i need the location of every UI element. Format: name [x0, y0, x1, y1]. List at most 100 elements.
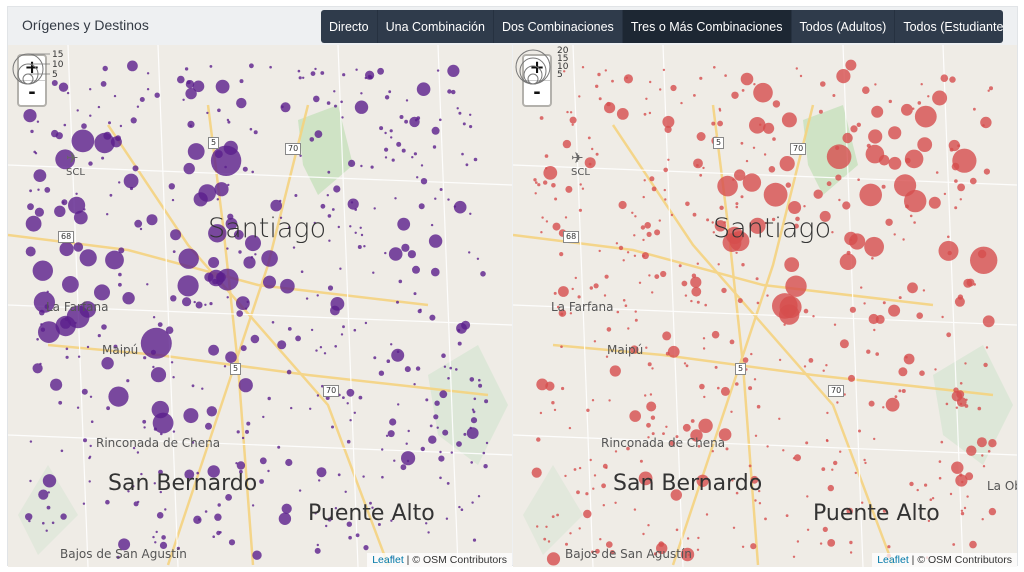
data-circle	[447, 198, 450, 201]
zoom-in-button[interactable]: +	[524, 56, 550, 81]
destinations-map[interactable]: ✈ SCL 5 70 68 5 70 Santiago La Farfana M…	[513, 45, 1017, 567]
leaflet-link[interactable]: Leaflet	[877, 554, 909, 566]
data-circle	[836, 401, 839, 404]
data-circle	[820, 81, 826, 87]
data-circle	[390, 343, 393, 346]
data-circle	[556, 305, 560, 309]
data-circle	[456, 107, 459, 110]
data-circle	[888, 304, 901, 317]
data-circle	[396, 300, 399, 304]
data-circle	[839, 253, 857, 270]
data-circle	[750, 543, 757, 550]
data-circle	[682, 423, 691, 432]
data-circle	[598, 97, 602, 101]
data-circle	[427, 531, 430, 534]
tab-todos-adultos[interactable]: Todos (Adultos)	[792, 10, 896, 43]
data-circle	[768, 166, 776, 173]
tab-una-combinacion[interactable]: Una Combinación	[378, 10, 494, 43]
zoom-out-button[interactable]: -	[533, 82, 541, 103]
data-circle	[331, 208, 335, 211]
data-circle	[103, 131, 112, 140]
data-circle	[384, 147, 389, 152]
data-circle	[964, 404, 969, 408]
data-circle	[822, 369, 825, 372]
data-circle	[850, 125, 858, 133]
data-circle	[130, 117, 137, 124]
data-circle	[646, 231, 652, 237]
data-circle	[425, 398, 429, 402]
data-circle	[453, 200, 467, 214]
data-circle	[122, 292, 135, 305]
data-circle	[65, 347, 69, 351]
leaflet-link[interactable]: Leaflet	[372, 554, 404, 566]
data-circle	[625, 76, 628, 79]
tab-directo[interactable]: Directo	[321, 10, 378, 43]
data-circle	[447, 89, 452, 94]
data-circle	[47, 491, 50, 494]
data-circle	[483, 464, 488, 469]
data-circle	[45, 529, 48, 532]
data-circle	[139, 97, 145, 102]
data-circle	[917, 101, 922, 105]
data-circle	[50, 378, 63, 391]
data-circle	[309, 137, 315, 142]
data-circle	[941, 315, 944, 319]
data-circle	[844, 231, 858, 246]
data-circle	[868, 129, 883, 144]
data-circle	[198, 518, 201, 521]
zoom-out-button[interactable]: -	[28, 82, 36, 103]
data-circle	[836, 69, 851, 84]
data-circle	[711, 330, 720, 339]
place-san-bernardo: San Bernardo	[613, 471, 763, 496]
data-circle	[556, 513, 559, 517]
data-circle	[227, 183, 230, 187]
data-circle	[388, 247, 403, 261]
data-circle	[113, 344, 118, 349]
data-circle	[849, 551, 853, 554]
data-circle	[456, 441, 462, 447]
data-circle	[898, 389, 902, 393]
data-circle	[38, 489, 49, 500]
data-circle	[845, 59, 857, 71]
data-circle	[920, 83, 923, 86]
data-circle	[348, 159, 356, 167]
data-circle	[208, 257, 220, 268]
data-circle	[951, 461, 964, 474]
data-circle	[565, 185, 573, 193]
tab-dos-combinaciones[interactable]: Dos Combinaciones	[494, 10, 623, 43]
data-circle	[416, 176, 419, 179]
data-circle	[136, 105, 140, 108]
data-circle	[297, 69, 301, 73]
data-circle	[236, 461, 246, 470]
data-circle	[142, 419, 147, 424]
data-circle	[574, 276, 577, 280]
data-circle	[654, 229, 661, 236]
data-circle	[919, 370, 925, 377]
data-circle	[643, 112, 647, 116]
origins-map[interactable]: ✈ SCL 5 70 68 5 70 Santiago La Farfana M…	[8, 45, 512, 567]
data-circle	[334, 507, 338, 510]
data-circle	[100, 81, 107, 87]
data-circle	[146, 72, 150, 75]
data-circle	[559, 252, 564, 257]
data-circle	[956, 397, 967, 407]
data-circle	[430, 223, 434, 227]
tab-todos-estudiante[interactable]: Todos (Estudiante)	[903, 19, 1003, 34]
tab-tres-o-mas[interactable]: Tres o Más Combinaciones	[622, 10, 792, 43]
data-circle	[732, 526, 736, 529]
data-circle	[295, 335, 301, 342]
data-circle	[759, 123, 762, 126]
data-circle	[531, 467, 542, 478]
data-circle	[83, 208, 86, 211]
data-circle	[418, 203, 425, 210]
data-circle	[861, 501, 864, 504]
data-circle	[152, 365, 155, 369]
data-circle	[888, 99, 892, 104]
data-circle	[391, 348, 405, 362]
data-circle	[558, 286, 569, 297]
data-circle	[342, 73, 346, 77]
data-circle	[470, 417, 478, 424]
data-circle	[927, 95, 930, 98]
data-circle	[696, 548, 700, 551]
zoom-in-button[interactable]: +	[19, 56, 45, 81]
